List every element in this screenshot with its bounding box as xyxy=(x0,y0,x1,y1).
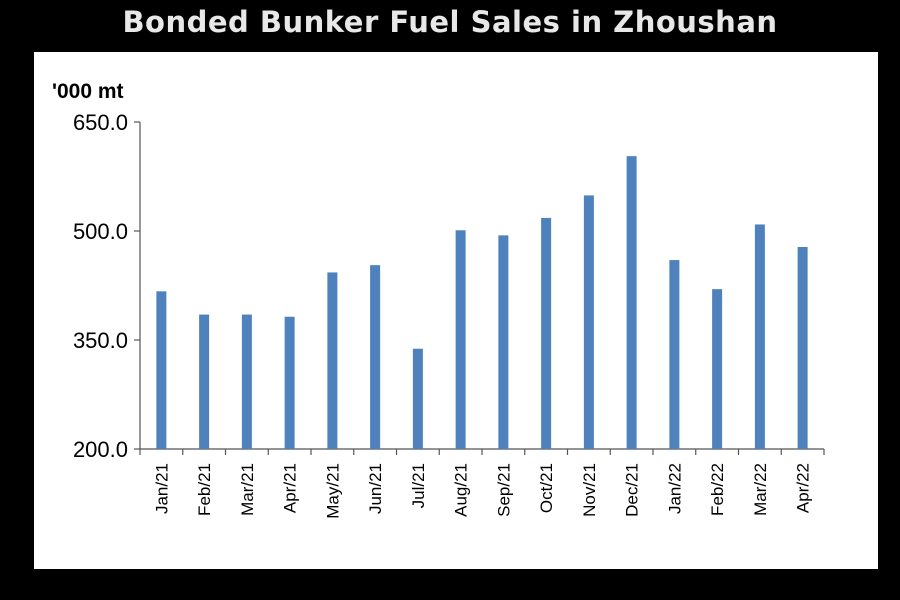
bar xyxy=(412,348,423,449)
bar xyxy=(797,246,808,449)
x-tick-label: Feb/21 xyxy=(195,463,214,516)
axes: 650.0 500.0 350.0 200.0 xyxy=(73,110,825,462)
bar xyxy=(626,156,637,450)
x-tick-label: Apr/21 xyxy=(281,463,300,513)
unit-label: '000 mt xyxy=(52,80,124,103)
x-tick-label: Jul/21 xyxy=(409,463,428,508)
y-tick-label: 650.0 xyxy=(73,110,128,135)
x-tick-label: Dec/21 xyxy=(623,463,642,517)
y-tick-label: 350.0 xyxy=(73,328,128,353)
bar xyxy=(455,230,466,449)
x-tick-label: Oct/21 xyxy=(537,463,556,513)
bar xyxy=(541,217,552,449)
bar xyxy=(712,289,723,449)
category-labels: Jan/21 Feb/21 Mar/21 Apr/21 May/21 Jun/21 Jul/… xyxy=(152,463,812,519)
x-tick-label: Feb/22 xyxy=(708,463,727,516)
x-tick-label: Mar/21 xyxy=(238,463,257,516)
chart-title: Bonded Bunker Fuel Sales in Zhoushan xyxy=(122,5,778,39)
x-tick-label: May/21 xyxy=(323,463,342,519)
chart-panel: '000 mt 650.0 500.0 350.0 200.0 Jan/21 Feb/2… xyxy=(34,52,878,569)
bar xyxy=(241,314,252,449)
bar xyxy=(669,260,680,449)
bar xyxy=(199,314,210,449)
bar xyxy=(754,224,765,449)
x-tick-label: Jan/22 xyxy=(665,463,684,514)
bar xyxy=(583,195,594,449)
x-tick-label: Sep/21 xyxy=(494,463,513,517)
bar xyxy=(284,316,295,449)
x-tick-label: Jun/21 xyxy=(366,463,385,514)
x-tick-label: Apr/22 xyxy=(794,463,813,513)
bar xyxy=(498,235,509,449)
x-tick-label: Nov/21 xyxy=(580,463,599,517)
bar-chart: '000 mt 650.0 500.0 350.0 200.0 Jan/21 Feb/2… xyxy=(52,80,825,519)
x-tick-label: Mar/22 xyxy=(751,463,770,516)
bar xyxy=(370,265,381,449)
bar xyxy=(156,291,167,449)
x-tick-label: Jan/21 xyxy=(152,463,171,514)
y-tick-label: 500.0 xyxy=(73,219,128,244)
bars xyxy=(156,156,808,450)
x-tick-label: Aug/21 xyxy=(452,463,471,517)
y-tick-label: 200.0 xyxy=(73,437,128,462)
bar xyxy=(327,272,338,449)
